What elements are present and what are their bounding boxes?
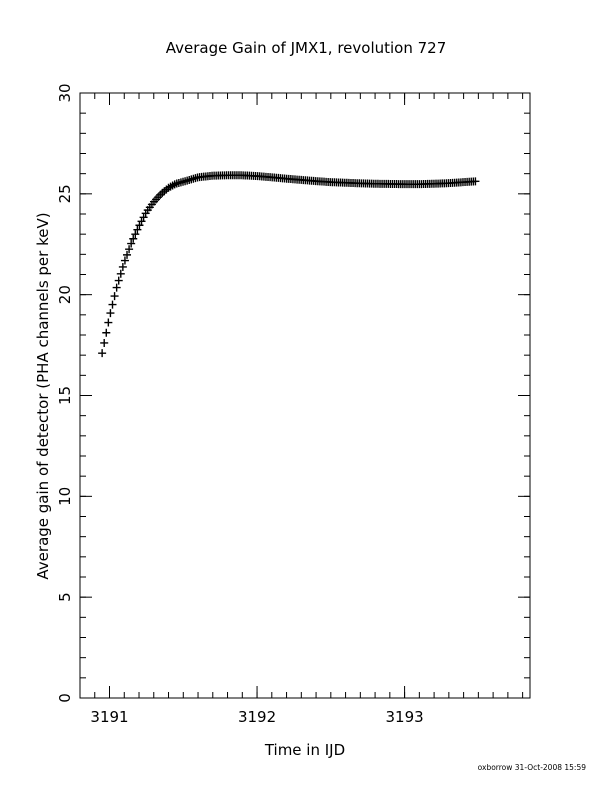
data-point <box>129 234 138 243</box>
x-tick-labels: 3191 3192 3193 <box>90 708 423 726</box>
x-tick-label: 3191 <box>90 708 128 726</box>
x-tick-label: 3192 <box>238 708 276 726</box>
data-point <box>104 318 113 327</box>
x-axis-label: Time in IJD <box>264 741 345 759</box>
data-point <box>116 269 125 278</box>
data-point <box>133 225 142 234</box>
data-point <box>114 276 123 285</box>
major-ticks <box>80 92 530 699</box>
y-axis-label: Average gain of detector (PHA channels p… <box>34 212 52 579</box>
data-point <box>139 213 148 222</box>
y-tick-label: 0 <box>56 693 74 703</box>
y-tick-label: 10 <box>56 487 74 506</box>
data-point <box>118 262 127 271</box>
data-series <box>98 171 480 358</box>
data-point <box>131 230 140 239</box>
y-tick-label: 30 <box>56 83 74 102</box>
data-point <box>108 300 117 309</box>
data-point <box>106 309 115 318</box>
data-point <box>125 245 134 254</box>
data-point <box>471 177 480 186</box>
data-point <box>120 256 129 265</box>
data-point <box>127 239 136 248</box>
data-point <box>135 221 144 230</box>
y-tick-label: 15 <box>56 386 74 405</box>
data-point <box>123 250 132 259</box>
y-tick-label: 5 <box>56 592 74 602</box>
chart-title: Average Gain of JMX1, revolution 727 <box>166 39 447 57</box>
footer-credit: oxborrow 31-Oct-2008 15:59 <box>478 763 587 772</box>
data-point <box>102 328 111 337</box>
y-tick-labels: 0 5 10 15 20 25 30 <box>56 83 74 702</box>
data-point <box>98 349 107 358</box>
y-tick-label: 20 <box>56 285 74 304</box>
data-point <box>137 217 146 226</box>
y-tick-label: 25 <box>56 184 74 203</box>
data-point <box>112 283 121 292</box>
data-point <box>100 338 109 347</box>
x-tick-label: 3193 <box>385 708 423 726</box>
data-point <box>110 292 119 301</box>
